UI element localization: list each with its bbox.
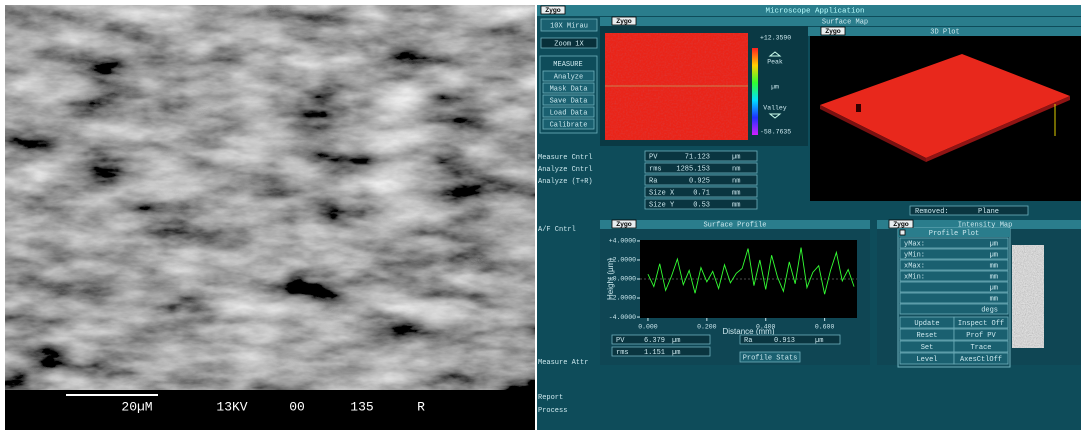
color-scale	[752, 48, 758, 135]
result-unit: mm	[732, 201, 740, 209]
control-link[interactable]: Measure Attr	[538, 359, 588, 367]
sem-label: 135	[350, 399, 373, 414]
result-label: Size X	[649, 189, 675, 197]
button-label[interactable]: Mask Data	[550, 85, 588, 93]
field-unit: mm	[990, 295, 998, 303]
button-label[interactable]: AxesCtlOff	[960, 356, 1002, 364]
control-link[interactable]: Report	[538, 394, 563, 402]
control-link[interactable]: Process	[538, 407, 567, 415]
page: { "sem": {"labels": ["20µM", "13KV", "00…	[0, 0, 1081, 430]
button-label[interactable]: Level	[916, 356, 937, 364]
button-label[interactable]: Save Data	[550, 97, 588, 105]
button-label[interactable]: Inspect Off	[958, 320, 1004, 328]
stat-unit: µm	[672, 349, 680, 357]
plot3d-defect	[856, 104, 861, 112]
stat-label: PV	[616, 337, 625, 345]
logo-text: Zygo	[616, 18, 632, 25]
button-label[interactable]: Analyze	[554, 73, 583, 81]
button-label[interactable]: Load Data	[550, 109, 588, 117]
y-tick-label: +4.0000	[609, 238, 636, 245]
button-label[interactable]: Profile Stats	[743, 354, 798, 362]
window-title: Surface Profile	[703, 221, 766, 229]
field-label: yMax:	[904, 240, 925, 248]
control-link[interactable]: A/F Cntrl	[538, 226, 576, 234]
stat-unit: µm	[672, 337, 680, 345]
zoom-label[interactable]: Zoom 1X	[554, 40, 584, 48]
stat-value: 0.913	[774, 337, 795, 345]
intensity-image	[1012, 245, 1044, 348]
removed-label: Removed:	[915, 208, 949, 216]
sem-label: 00	[289, 399, 305, 414]
result-unit: mm	[732, 189, 740, 197]
result-label: Size Y	[649, 201, 675, 209]
sem-label: R	[417, 399, 425, 414]
button-label[interactable]: Trace	[970, 344, 991, 352]
x-tick-label: 0.600	[815, 324, 835, 331]
logo-text: Zygo	[893, 221, 909, 228]
sem-image	[5, 5, 535, 390]
stat-value: 6.379	[644, 337, 665, 345]
field-label: yMin:	[904, 251, 925, 259]
button-label[interactable]: Set	[921, 344, 934, 352]
field-label: xMax:	[904, 262, 925, 270]
field-label: xMin:	[904, 273, 925, 281]
result-value: 0.925	[689, 177, 710, 185]
sem-label: 13KV	[216, 399, 247, 414]
stat-label: Ra	[744, 337, 752, 345]
button-label[interactable]: Update	[914, 320, 939, 328]
result-unit: nm	[732, 177, 740, 185]
stat-unit: µm	[815, 337, 823, 345]
button-label[interactable]: Prof PV	[966, 332, 996, 340]
sem-label: 20µM	[121, 399, 152, 414]
field-unit: degs	[981, 306, 998, 314]
result-label: Ra	[649, 177, 657, 185]
result-unit: µm	[732, 153, 740, 161]
logo-text: Zygo	[825, 28, 841, 35]
result-value: 0.71	[693, 189, 710, 197]
x-tick-label: 0.000	[638, 324, 658, 331]
app-title: Microscope Application	[765, 7, 864, 15]
window-title: 3D Plot	[930, 28, 959, 36]
y-tick-label: -4.0000	[609, 314, 636, 321]
field-unit: µm	[990, 284, 998, 292]
removed-value: Plane	[978, 208, 999, 216]
y-axis-label: Height (µm)	[606, 258, 615, 300]
result-value: 71.123	[685, 153, 710, 161]
result-unit: nm	[732, 165, 740, 173]
button-label[interactable]: Calibrate	[550, 121, 588, 129]
field-unit: mm	[990, 262, 998, 270]
result-label: rms	[649, 165, 662, 173]
group-title: MEASURE	[553, 61, 582, 69]
scale-label: µm	[771, 84, 779, 91]
control-link[interactable]: Analyze (T+R)	[538, 178, 593, 186]
surface-map-texture	[605, 33, 748, 140]
result-label: PV	[649, 153, 658, 161]
field-unit: µm	[990, 240, 998, 248]
x-tick-label: 0.200	[697, 324, 717, 331]
field-unit: µm	[990, 251, 998, 259]
dialog-title: Profile Plot	[929, 230, 979, 238]
result-value: 1285.153	[676, 165, 710, 173]
scale-label: Peak	[767, 59, 783, 66]
scale-label: -58.7635	[760, 129, 791, 136]
scale-label: Valley	[763, 105, 787, 112]
logo-text: Zygo	[545, 7, 561, 14]
control-link[interactable]: Measure Cntrl	[538, 154, 593, 162]
screen: 20µM 13KV 00 135 R Zygo Microscope Application…	[0, 0, 1081, 430]
logo-text: Zygo	[616, 221, 632, 228]
field-unit: mm	[990, 273, 998, 281]
result-value: 0.53	[693, 201, 710, 209]
button-label[interactable]: Reset	[916, 332, 937, 340]
dialog-icon	[900, 230, 905, 235]
window-title: Surface Map	[822, 18, 868, 26]
stat-value: 1.151	[644, 349, 665, 357]
stat-label: rms	[616, 349, 629, 357]
button-label[interactable]: 10X Mirau	[550, 22, 588, 30]
scale-label: +12.3590	[760, 35, 791, 42]
control-link[interactable]: Analyze Cntrl	[538, 166, 593, 174]
